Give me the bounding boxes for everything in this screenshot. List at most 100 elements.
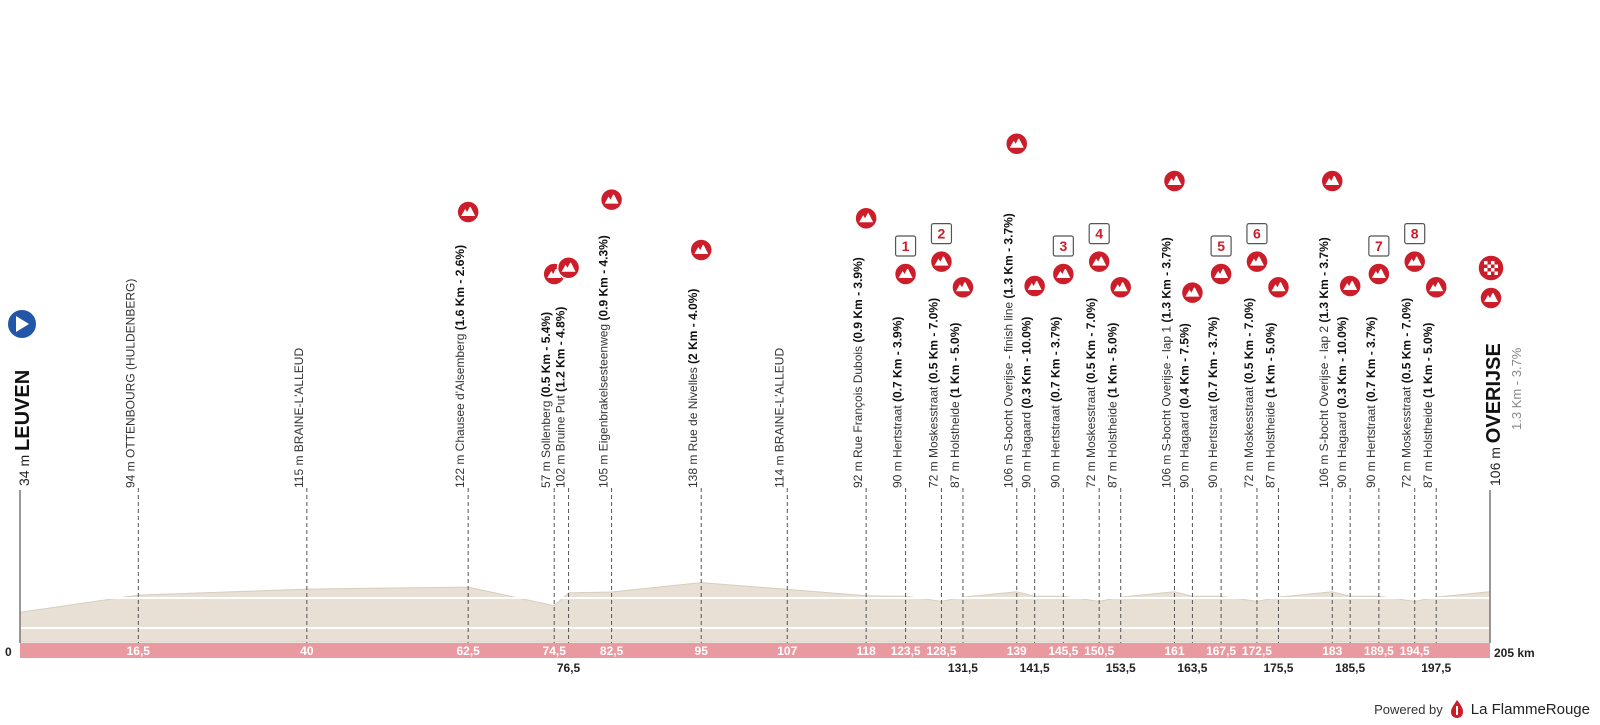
intermediate-sprint-icon [1210, 235, 1232, 257]
waypoint-name: 138 m Rue de Nivelles [686, 364, 700, 488]
climb-icon [1209, 262, 1233, 286]
climb-stats: (2 Km - 4.0%) [686, 289, 700, 364]
climb-stats: (0.5 Km - 7.0%) [926, 298, 940, 383]
climb-icon [689, 238, 713, 262]
waypoint-name: 72 m Moskesstraat [1084, 383, 1098, 488]
km-label: 139 [1007, 644, 1027, 658]
km-label-below: 197,5 [1421, 661, 1451, 675]
climb-stats: (0.5 Km - 7.0%) [1242, 298, 1256, 383]
climb-stats: (0.5 Km - 7.0%) [1084, 298, 1098, 383]
finish-climb-stats: 1.3 Km - 3.7% [1509, 347, 1524, 430]
km-label: 167,5 [1206, 644, 1236, 658]
km-label: 189,5 [1364, 644, 1394, 658]
waypoint-name: 102 m Bruine Put [554, 392, 568, 488]
climb-icon [556, 256, 581, 280]
km-label: 150,5 [1084, 644, 1114, 658]
climb-stats: (1.3 Km - 3.7%) [1317, 237, 1331, 322]
climb-stats: (1 Km - 5.0%) [948, 323, 962, 398]
waypoint-label: 115 m BRAINE-L'ALLEUD [292, 348, 306, 488]
climb-stats: (0.9 Km - 4.3%) [597, 235, 611, 320]
sprint-number: 5 [1217, 238, 1225, 254]
climb-stats: (1.6 Km - 2.6%) [453, 245, 467, 330]
climb-icon [1051, 262, 1076, 286]
climb-stats: (0.9 Km - 3.9%) [851, 257, 865, 342]
waypoint-label: 122 m Chausee d'Alsemberg (1.6 Km - 2.6%… [453, 245, 467, 488]
sprint-number: 1 [902, 238, 910, 254]
finish-flag-square [1484, 261, 1488, 265]
km-label: 172,5 [1242, 644, 1272, 658]
climb-icon [1338, 274, 1362, 298]
waypoint-label: 90 m Hagaard (0.3 Km - 10.0%) [1020, 317, 1034, 488]
sprint-number: 3 [1059, 238, 1067, 254]
climb-stats: (0.7 Km - 3.7%) [1048, 317, 1062, 402]
climb-icon [951, 275, 975, 299]
climb-stats: (1 Km - 5.0%) [1421, 323, 1435, 398]
finish-label: 106 m OVERIJSE [1483, 343, 1505, 486]
sprint-number: 4 [1095, 226, 1103, 242]
finish-flag-square [1491, 268, 1495, 272]
climb-stats: (0.7 Km - 3.9%) [891, 317, 905, 402]
intermediate-sprint-icon [1246, 223, 1268, 245]
climb-stats: (0.4 Km - 7.5%) [1177, 323, 1191, 408]
waypoint-label: 90 m Hagaard (0.3 Km - 10.0%) [1335, 317, 1349, 488]
waypoint-label: 72 m Moskesstraat (0.5 Km - 7.0%) [1400, 298, 1414, 488]
finish-flag-square [1484, 268, 1488, 272]
waypoint-label: 92 m Rue François Dubois (0.9 Km - 3.9%) [851, 257, 865, 488]
km-label: 107 [777, 644, 797, 658]
km-label: 183 [1322, 644, 1342, 658]
climb-icon [893, 262, 918, 286]
brand-footer: Powered by La FlammeRouge [1374, 699, 1590, 719]
climb-icon [1004, 132, 1029, 156]
intermediate-sprint-icon [1052, 235, 1074, 257]
intermediate-sprint-icon [1404, 223, 1426, 245]
waypoint-name: 115 m BRAINE-L'ALLEUD [292, 348, 306, 488]
climb-stats: (1 Km - 5.0%) [1106, 323, 1120, 398]
climb-stats: (1.3 Km - 3.7%) [1002, 213, 1016, 298]
waypoint-label: 90 m Hertstraat (0.7 Km - 3.7%) [1206, 317, 1220, 488]
km-label: 118 [856, 644, 876, 658]
waypoint-name: 87 m Holstheide [1263, 398, 1277, 488]
climb-stats: (0.5 Km - 5.4%) [539, 312, 553, 397]
climb-icon [1424, 275, 1448, 299]
finish-flag-icon [1477, 254, 1505, 282]
distance-band-bar [20, 643, 1490, 658]
waypoint-name: 114 m BRAINE-L'ALLEUD [772, 348, 786, 488]
climb-stats: (1 Km - 5.0%) [1263, 323, 1277, 398]
intermediate-sprint-icon [1088, 223, 1110, 245]
climb-icon [456, 200, 480, 224]
waypoint-guides [137, 488, 1437, 643]
climb-stats: (0.3 Km - 10.0%) [1020, 317, 1034, 409]
climb-icon [1022, 274, 1047, 298]
waypoint-name: 90 m Hertstraat [1206, 402, 1220, 488]
climb-icon [1108, 275, 1133, 299]
start-name: LEUVEN [12, 370, 34, 451]
sprint-number: 8 [1411, 226, 1419, 242]
start-arrow-glyph [16, 316, 29, 332]
km-label: 161 [1164, 644, 1184, 658]
waypoint-labels: 94 m OTTENBOURG (HULDENBERG) 115 m BRAINE… [123, 132, 1448, 488]
climb-icon [1245, 249, 1269, 274]
waypoint-label: 106 m S-bocht Overijse - lap 1 (1.3 Km -… [1159, 237, 1173, 488]
brand-name: La FlammeRouge [1470, 700, 1590, 718]
waypoint-label: 114 m BRAINE-L'ALLEUD [772, 348, 786, 488]
km-label-below: 141,5 [1020, 661, 1050, 675]
intermediate-sprint-icon [894, 235, 917, 257]
flame-logo-icon [1450, 700, 1463, 718]
waypoint-label: 72 m Moskesstraat (0.5 Km - 7.0%) [926, 298, 940, 488]
waypoint-name: 90 m Hagaard [1335, 409, 1349, 488]
waypoint-label: 90 m Hagaard (0.4 Km - 7.5%) [1177, 323, 1191, 488]
climb-icon [929, 249, 954, 274]
finish-flag-square [1494, 264, 1498, 268]
start-finish-markers: 34 m LEUVEN 106 m OVERIJSE 1.3 Km - 3.7% [6, 254, 1524, 486]
elevation-profile [19, 490, 1491, 643]
waypoint-name: 87 m Holstheide [948, 398, 962, 488]
waypoint-label: 90 m Hertstraat (0.7 Km - 3.7%) [1364, 317, 1378, 488]
km-label: 194,5 [1400, 644, 1430, 658]
waypoint-name: 90 m Hertstraat [891, 402, 905, 488]
finish-altitude: 106 m [1487, 443, 1503, 486]
km-label-below: 175,5 [1263, 661, 1293, 675]
waypoint-label: 90 m Hertstraat (0.7 Km - 3.7%) [1048, 317, 1062, 488]
waypoint-label: 90 m Hertstraat (0.7 Km - 3.9%) [891, 317, 905, 488]
waypoint-name: 57 m Sollenberg [539, 397, 553, 488]
